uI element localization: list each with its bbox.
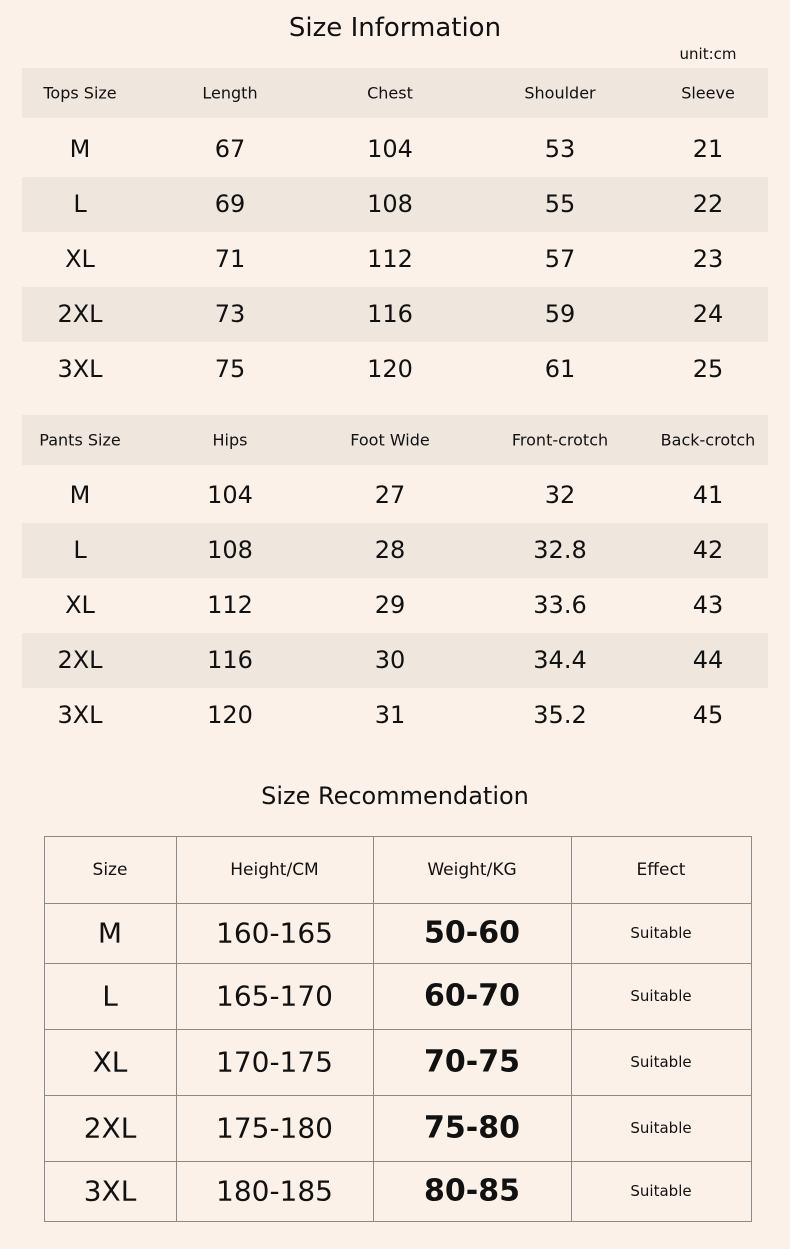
cell-text: 120 bbox=[367, 355, 413, 383]
cell-text: 180-185 bbox=[216, 1174, 333, 1208]
cell-text: 104 bbox=[367, 135, 413, 163]
cell-text: 35.2 bbox=[533, 701, 587, 729]
title: Size Information bbox=[288, 13, 502, 43]
column-header: Size bbox=[92, 859, 128, 880]
cell-text: 32.8 bbox=[533, 536, 587, 564]
header-band bbox=[22, 415, 768, 465]
column-header: Weight/KG bbox=[427, 859, 517, 880]
cell-text: Suitable bbox=[630, 924, 692, 942]
column-header: Effect bbox=[636, 859, 686, 880]
cell-text: 75-80 bbox=[424, 1110, 520, 1146]
cell-text: 28 bbox=[374, 536, 406, 564]
cell-text: 22 bbox=[692, 190, 724, 218]
cell-text: 27 bbox=[374, 481, 406, 509]
cell-text: 59 bbox=[544, 300, 576, 328]
cell-text: 24 bbox=[692, 300, 724, 328]
column-header: Chest bbox=[367, 83, 413, 103]
cell-text: 57 bbox=[544, 245, 576, 273]
cell-text: 116 bbox=[207, 646, 253, 674]
cell-text: 170-175 bbox=[216, 1045, 333, 1079]
cell-text: XL bbox=[65, 245, 95, 273]
column-header: Sleeve bbox=[681, 83, 735, 103]
cell-text: 2XL bbox=[83, 1111, 137, 1145]
cell-text: 108 bbox=[367, 190, 413, 218]
column-header: Pants Size bbox=[39, 430, 121, 450]
cell-text: 2XL bbox=[57, 300, 103, 328]
cell-text: 53 bbox=[544, 135, 576, 163]
cell-text: 80-85 bbox=[424, 1173, 520, 1209]
cell-text: 44 bbox=[692, 646, 724, 674]
cell-text: 55 bbox=[544, 190, 576, 218]
cell-text: M bbox=[69, 481, 91, 509]
cell-text: 70-75 bbox=[424, 1044, 520, 1080]
cell-text: 23 bbox=[692, 245, 724, 273]
column-header: Shoulder bbox=[524, 83, 596, 103]
cell-text: 2XL bbox=[57, 646, 103, 674]
table-cell bbox=[571, 1161, 752, 1222]
cell-text: 30 bbox=[374, 646, 406, 674]
cell-text: 71 bbox=[214, 245, 246, 273]
cell-text: 67 bbox=[214, 135, 246, 163]
cell-text: 160-165 bbox=[216, 916, 333, 950]
column-header: Length bbox=[202, 83, 258, 103]
column-header: Tops Size bbox=[43, 83, 117, 103]
cell-text: M bbox=[69, 135, 91, 163]
unit: unit:cm bbox=[679, 45, 737, 63]
cell-text: 3XL bbox=[83, 1174, 137, 1208]
cell-text: 50-60 bbox=[424, 915, 520, 951]
cell-text: 25 bbox=[692, 355, 724, 383]
row-band bbox=[22, 523, 768, 578]
cell-text: L bbox=[73, 190, 87, 218]
cell-text: 75 bbox=[214, 355, 246, 383]
cell-text: 120 bbox=[207, 701, 253, 729]
cell-text: Suitable bbox=[630, 1182, 692, 1200]
cell-text: 33.6 bbox=[533, 591, 587, 619]
cell-text: XL bbox=[65, 591, 95, 619]
cell-text: 73 bbox=[214, 300, 246, 328]
cell-text: 175-180 bbox=[216, 1111, 333, 1145]
cell-text: L bbox=[73, 536, 87, 564]
cell-text: 69 bbox=[214, 190, 246, 218]
cell-text: Suitable bbox=[630, 1053, 692, 1071]
cell-text: 42 bbox=[692, 536, 724, 564]
cell-text: 31 bbox=[374, 701, 406, 729]
cell-text: 112 bbox=[207, 591, 253, 619]
rec-title: Size Recommendation bbox=[261, 782, 529, 810]
row-band bbox=[22, 177, 768, 232]
cell-text: M bbox=[97, 916, 123, 950]
column-header: Height/CM bbox=[230, 859, 319, 880]
cell-text: 41 bbox=[692, 481, 724, 509]
cell-text: 29 bbox=[374, 591, 406, 619]
cell-text: 116 bbox=[367, 300, 413, 328]
cell-text: 21 bbox=[692, 135, 724, 163]
cell-text: 165-170 bbox=[216, 979, 333, 1013]
cell-text: XL bbox=[92, 1045, 128, 1079]
cell-text: 104 bbox=[207, 481, 253, 509]
row-band bbox=[22, 633, 768, 688]
cell-text: 60-70 bbox=[424, 978, 520, 1014]
column-header: Front-crotch bbox=[511, 430, 609, 450]
cell-text: 34.4 bbox=[533, 646, 587, 674]
cell-text: 3XL bbox=[57, 355, 103, 383]
column-header: Foot Wide bbox=[350, 430, 430, 450]
cell-text: 43 bbox=[692, 591, 724, 619]
cell-text: 3XL bbox=[57, 701, 103, 729]
cell-text: Suitable bbox=[630, 987, 692, 1005]
cell-text: 61 bbox=[544, 355, 576, 383]
cell-text: 108 bbox=[207, 536, 253, 564]
cell-text: L bbox=[102, 979, 118, 1013]
cell-text: 32 bbox=[544, 481, 576, 509]
cell-text: 112 bbox=[367, 245, 413, 273]
column-header: Back-crotch bbox=[660, 430, 756, 450]
cell-text: 45 bbox=[692, 701, 724, 729]
column-header: Hips bbox=[212, 430, 248, 450]
header-band bbox=[22, 68, 768, 118]
row-band bbox=[22, 287, 768, 342]
cell-text: Suitable bbox=[630, 1119, 692, 1137]
